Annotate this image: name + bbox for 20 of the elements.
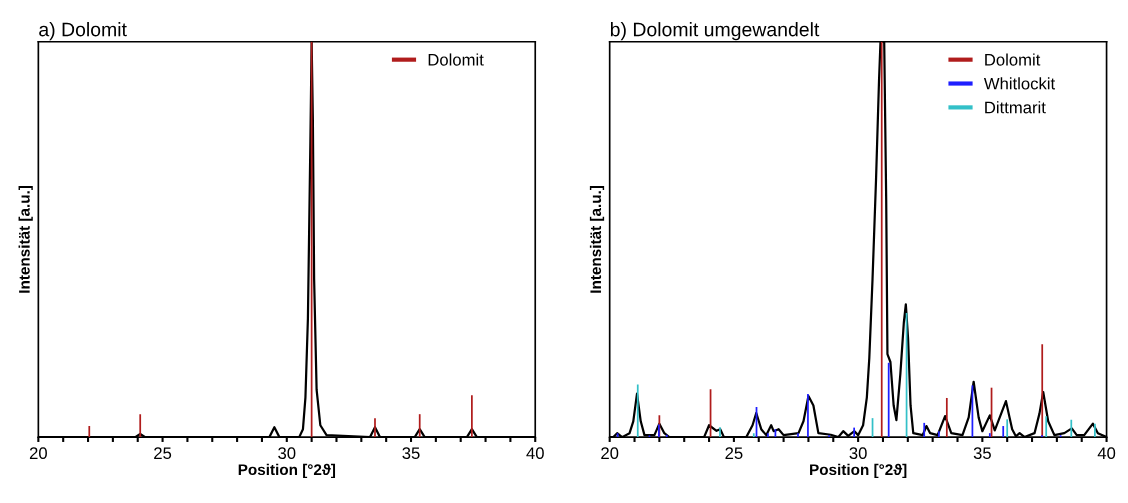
- x-axis-title: Position [°2ϑ]: [810, 463, 907, 479]
- x-tick-label: 35: [402, 447, 420, 460]
- y-axis-title: Intensität [a.u.]: [589, 185, 605, 293]
- x-tick-label: 35: [973, 447, 991, 460]
- x-tick-label: 30: [278, 447, 296, 460]
- legend-label: Whitlockit: [983, 77, 1056, 90]
- x-tick-label: 20: [29, 447, 47, 460]
- chart-title: b) Dolomit umgewandelt: [610, 22, 820, 41]
- x-tick-label: 30: [849, 447, 867, 460]
- chart-title: a) Dolomit: [39, 22, 127, 41]
- legend-label: Dittmarit: [985, 101, 1046, 114]
- x-axis-title: Position [°2ϑ]: [238, 463, 336, 479]
- legend-label: Dolomit: [985, 53, 1041, 66]
- x-tick-label: 40: [1097, 447, 1116, 460]
- x-tick-label: 40: [526, 447, 544, 460]
- x-tick-label: 25: [725, 447, 743, 460]
- y-axis-title: Intensität [a.u.]: [18, 185, 33, 293]
- legend-label: Dolomit: [428, 53, 484, 66]
- x-tick-label: 25: [154, 447, 172, 460]
- x-tick-label: 20: [601, 447, 619, 460]
